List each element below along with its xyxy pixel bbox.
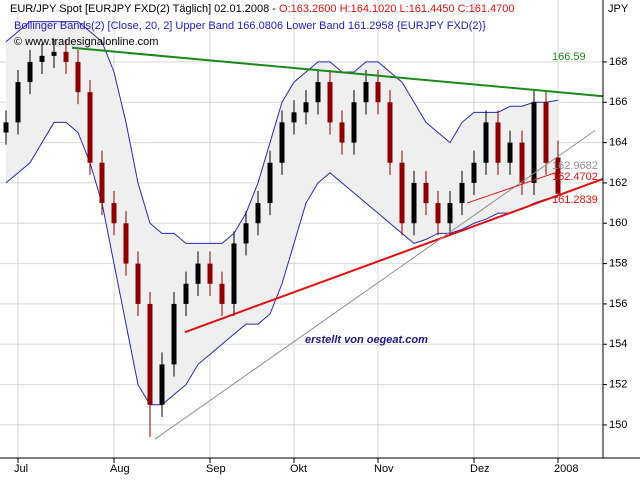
bollinger-band xyxy=(5,121,559,406)
indicator-label: Bollinger Bands(2) [Close, 20, 2] Upper … xyxy=(14,20,486,32)
candle-body xyxy=(531,102,537,183)
y-tick-label: 158 xyxy=(609,257,627,269)
y-tick-label: 164 xyxy=(609,136,627,148)
candle-body xyxy=(111,203,117,224)
candle-body xyxy=(315,82,321,103)
candle-body xyxy=(267,162,273,204)
x-tick-label: 2008 xyxy=(554,463,578,475)
x-tick-label: Jul xyxy=(14,463,28,475)
candle-body xyxy=(99,162,105,204)
candle-body xyxy=(39,55,45,62)
candle-body xyxy=(447,203,453,224)
candle-body xyxy=(459,182,465,204)
candle-body xyxy=(51,51,57,56)
y-tick-label: 150 xyxy=(609,419,627,431)
price-annotation: 166.59 xyxy=(552,51,586,63)
candle-body xyxy=(483,122,489,163)
candle-body xyxy=(435,203,441,224)
x-tick-label: Aug xyxy=(110,463,130,475)
candle-body xyxy=(159,364,165,405)
candle-body xyxy=(15,82,21,123)
candle-body xyxy=(219,283,225,304)
candle-body xyxy=(423,182,429,204)
candle-body xyxy=(291,112,297,123)
y-axis-label: JPY xyxy=(608,3,629,15)
candle-body xyxy=(519,142,525,183)
trendline xyxy=(466,172,556,204)
price-annotation: 162.9682 xyxy=(552,160,598,172)
candle-body xyxy=(63,51,69,62)
candle-body xyxy=(27,61,33,83)
y-tick-label: 160 xyxy=(609,217,627,229)
candle-body xyxy=(87,92,93,163)
candle-body xyxy=(279,122,285,163)
trendline xyxy=(154,130,596,440)
y-tick-label: 166 xyxy=(609,96,627,108)
title: EUR/JPY Spot [EURJPY FXD(2) Täglich] 02.… xyxy=(10,3,276,15)
candle-body xyxy=(75,61,81,93)
price-annotation: 162.4702 xyxy=(552,171,598,183)
x-tick-label: Nov xyxy=(374,463,394,475)
trendline xyxy=(71,46,604,98)
watermark: erstellt von oegeat.com xyxy=(305,334,428,346)
candle-body xyxy=(375,82,381,103)
candle-body xyxy=(387,102,393,163)
candle-body xyxy=(507,142,513,163)
candle-body xyxy=(399,162,405,224)
ohlc-label: O:163.2600 H:164.1020 L:161.4450 C:161.4… xyxy=(279,3,514,15)
candle-body xyxy=(303,102,309,113)
chart-title: EUR/JPY Spot [EURJPY FXD(2) Täglich] 02.… xyxy=(10,3,515,15)
candle-body xyxy=(339,122,345,143)
candle-body xyxy=(363,82,369,103)
trendline xyxy=(184,177,604,334)
candle-body xyxy=(123,223,129,264)
x-tick-label: Sep xyxy=(206,463,226,475)
x-tick-label: Okt xyxy=(290,463,307,475)
candle-body xyxy=(555,157,561,194)
y-tick-label: 162 xyxy=(609,177,627,189)
candle-body xyxy=(183,283,189,304)
candle-body xyxy=(495,122,501,163)
candle-body xyxy=(207,263,213,284)
bollinger-band xyxy=(5,21,559,244)
candle-body xyxy=(411,182,417,224)
candle-body xyxy=(231,243,237,304)
candle-body xyxy=(543,102,549,163)
y-tick-label: 168 xyxy=(609,56,627,68)
y-tick-label: 154 xyxy=(609,338,627,350)
x-tick-label: Dez xyxy=(470,463,490,475)
copyright: © www.tradesignalonline.com xyxy=(14,36,158,48)
price-annotation: 161.2839 xyxy=(552,194,598,206)
candle-body xyxy=(255,203,261,224)
candle-body xyxy=(3,122,9,133)
candle-body xyxy=(351,102,357,143)
band-fill xyxy=(6,21,558,405)
candle-body xyxy=(195,263,201,284)
candle-body xyxy=(471,162,477,183)
candle-body xyxy=(135,263,141,304)
candle-body xyxy=(171,303,177,365)
candle-body xyxy=(327,82,333,123)
y-tick-label: 156 xyxy=(609,298,627,310)
y-tick-label: 152 xyxy=(609,378,627,390)
candle-body xyxy=(243,223,249,244)
candle-body xyxy=(147,303,153,405)
